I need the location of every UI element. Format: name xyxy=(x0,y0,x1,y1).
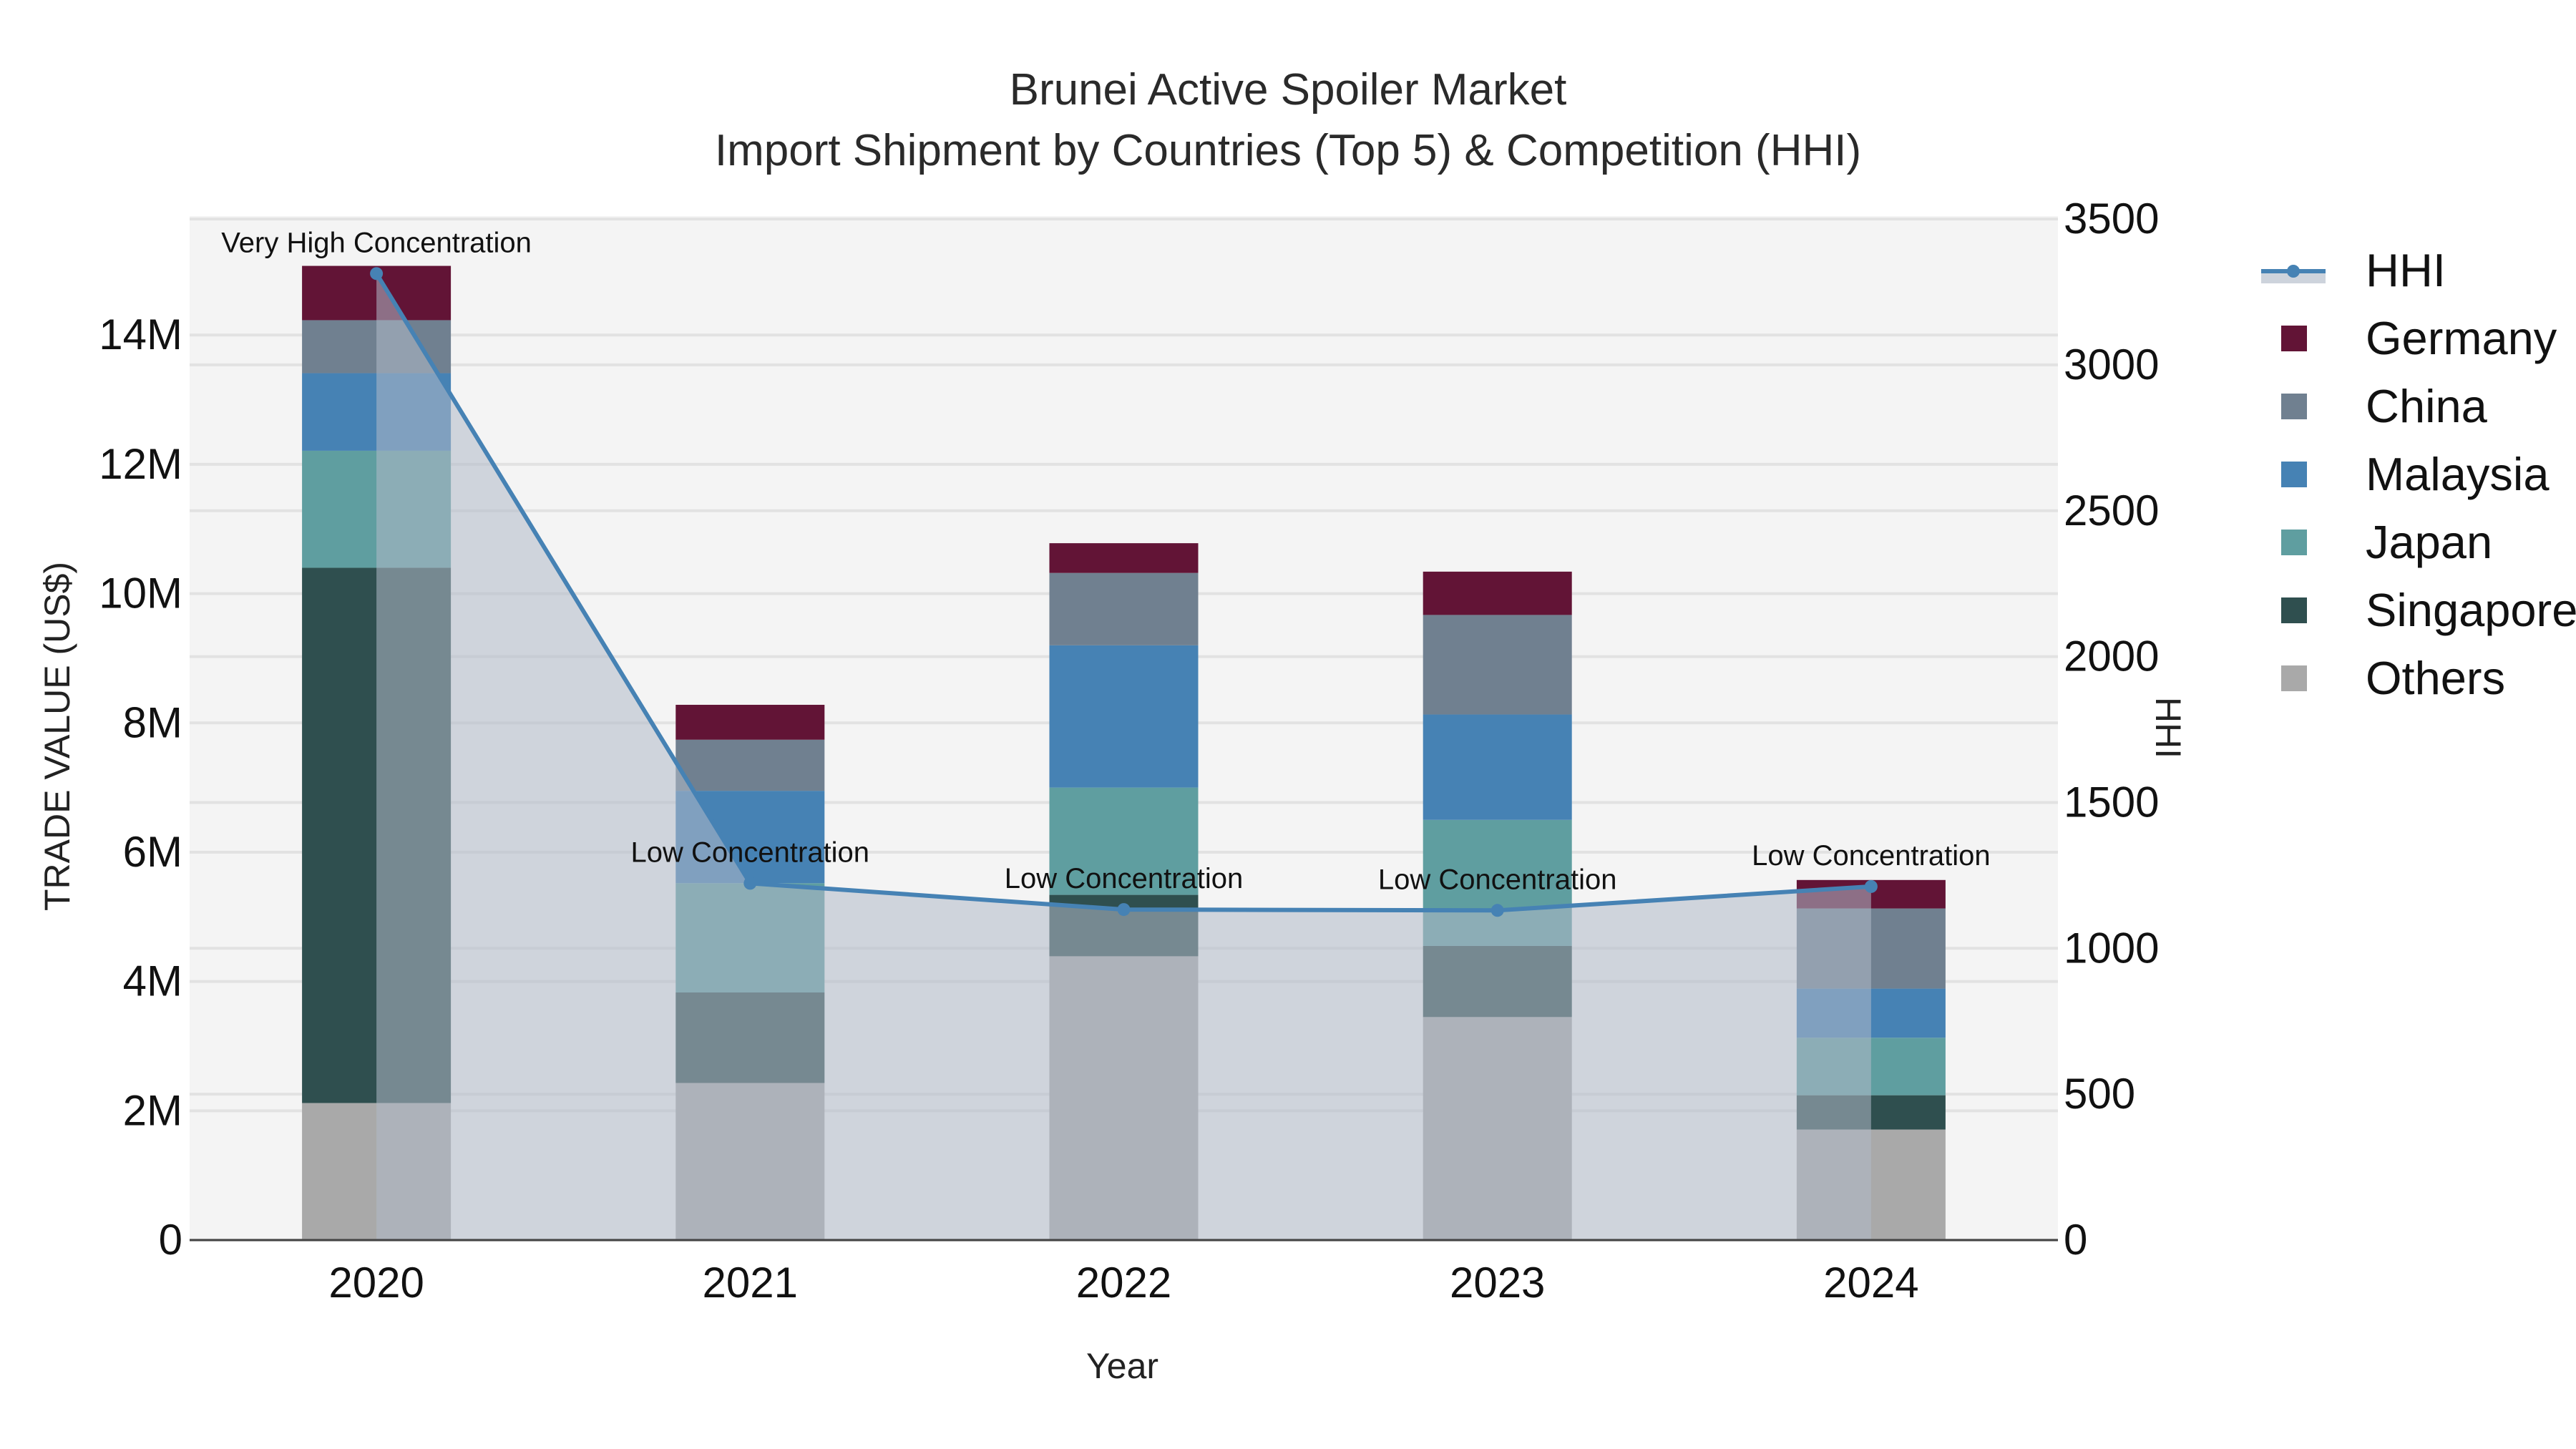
y-right-tick-label: 2000 xyxy=(2064,633,2159,680)
hhi-annotation: Very High Concentration xyxy=(221,227,532,258)
bar-segment-china[interactable] xyxy=(675,739,825,791)
line-marker-icon xyxy=(2261,256,2326,285)
hhi-annotation: Low Concentration xyxy=(631,836,870,868)
square-swatch-icon xyxy=(2281,529,2307,555)
chart-title: Brunei Active Spoiler Market xyxy=(1009,65,1567,114)
x-axis-title: Year xyxy=(1086,1346,1159,1386)
hhi-point[interactable] xyxy=(1864,879,1878,893)
hhi-point[interactable] xyxy=(743,877,757,890)
square-swatch-icon xyxy=(2281,393,2307,419)
x-tick-label: 2022 xyxy=(1076,1259,1171,1307)
legend-label: Germany xyxy=(2366,312,2557,364)
y-left-tick-label: 2M xyxy=(123,1086,182,1134)
legend-label: Others xyxy=(2366,652,2506,704)
legend-item-germany[interactable]: Germany xyxy=(2254,304,2576,372)
bar-segment-malaysia[interactable] xyxy=(1049,645,1199,788)
square-swatch-icon xyxy=(2281,665,2307,691)
hhi-point[interactable] xyxy=(1491,904,1504,917)
legend: HHI Germany China Malaysia Japan Singapo… xyxy=(2254,236,2576,712)
legend-item-china[interactable]: China xyxy=(2254,372,2576,440)
legend-item-japan[interactable]: Japan xyxy=(2254,508,2576,576)
bar-segment-germany[interactable] xyxy=(675,704,825,740)
legend-label: Malaysia xyxy=(2366,448,2550,500)
y-left-tick-label: 8M xyxy=(123,698,182,746)
y-left-tick-label: 10M xyxy=(99,570,182,618)
bar-segment-germany[interactable] xyxy=(1049,543,1199,573)
x-tick-label: 2021 xyxy=(703,1259,798,1307)
chart-subtitle: Import Shipment by Countries (Top 5) & C… xyxy=(714,126,1862,175)
y-right-tick-label: 2500 xyxy=(2064,487,2159,535)
y-right-tick-label: 0 xyxy=(2064,1216,2087,1264)
legend-label: China xyxy=(2366,380,2487,432)
legend-item-others[interactable]: Others xyxy=(2254,644,2576,712)
bar-segment-japan[interactable] xyxy=(1049,787,1199,895)
y-left-tick-label: 12M xyxy=(99,440,182,488)
legend-label: Japan xyxy=(2366,516,2493,568)
y-right-tick-label: 3500 xyxy=(2064,195,2159,243)
legend-label: HHI xyxy=(2366,244,2446,296)
y-left-tick-label: 14M xyxy=(99,311,182,358)
hhi-point[interactable] xyxy=(1117,903,1131,917)
x-tick-label: 2020 xyxy=(328,1259,424,1307)
y-axis-left-title: TRADE VALUE (US$) xyxy=(37,561,77,912)
y-axis-right-title: HHI xyxy=(2148,697,2188,759)
y-left-tick-label: 0 xyxy=(159,1216,182,1264)
y-right-tick-label: 1000 xyxy=(2064,924,2159,972)
hhi-annotation: Low Concentration xyxy=(1752,840,1991,872)
square-swatch-icon xyxy=(2281,461,2307,487)
legend-item-malaysia[interactable]: Malaysia xyxy=(2254,440,2576,508)
legend-item-singapore[interactable]: Singapore xyxy=(2254,576,2576,644)
square-swatch-icon xyxy=(2281,325,2307,351)
y-left-tick-label: 4M xyxy=(123,957,182,1005)
bar-segment-china[interactable] xyxy=(1423,615,1572,715)
hhi-area xyxy=(376,273,1871,1240)
bar-segment-malaysia[interactable] xyxy=(1423,714,1572,820)
legend-label: Singapore xyxy=(2366,584,2576,636)
legend-item-hhi[interactable]: HHI xyxy=(2254,236,2576,304)
square-swatch-icon xyxy=(2281,597,2307,623)
hhi-point[interactable] xyxy=(370,267,384,280)
x-tick-label: 2023 xyxy=(1450,1259,1545,1307)
hhi-annotation: Low Concentration xyxy=(1005,863,1244,894)
y-left-tick-label: 6M xyxy=(123,828,182,876)
bar-segment-germany[interactable] xyxy=(1423,571,1572,615)
y-right-tick-label: 3000 xyxy=(2064,341,2159,389)
x-tick-label: 2024 xyxy=(1823,1259,1918,1307)
bar-segment-china[interactable] xyxy=(1049,572,1199,645)
hhi-annotation: Low Concentration xyxy=(1378,864,1617,895)
y-right-tick-label: 500 xyxy=(2064,1070,2135,1118)
y-right-tick-label: 1500 xyxy=(2064,778,2159,826)
